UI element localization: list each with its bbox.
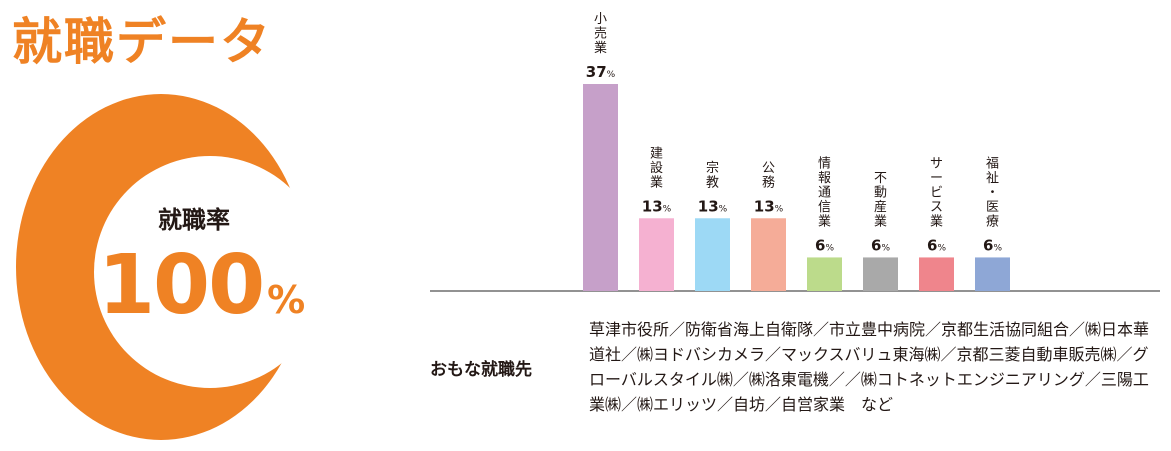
data-label-2: 13% bbox=[698, 197, 728, 215]
donut-hole bbox=[94, 156, 326, 388]
category-label-2: 宗教 bbox=[706, 160, 719, 191]
bar-4 bbox=[807, 257, 842, 291]
data-label-3: 13% bbox=[754, 197, 784, 215]
data-label-6: 6% bbox=[927, 236, 946, 254]
data-label-5: 6% bbox=[871, 236, 890, 254]
category-label-0: 小売業 bbox=[594, 12, 607, 56]
category-label-1: 建設業 bbox=[650, 146, 663, 190]
employment-rate-unit: % bbox=[267, 278, 306, 322]
page-title: 就職データ bbox=[12, 13, 272, 71]
bar-5 bbox=[863, 257, 898, 291]
bar-1 bbox=[639, 218, 674, 291]
employment-rate-donut bbox=[16, 94, 326, 440]
bar-2 bbox=[695, 218, 730, 291]
employment-rate-value: 100% bbox=[98, 238, 305, 333]
bar-0 bbox=[583, 84, 618, 291]
bar-7 bbox=[975, 257, 1010, 291]
data-label-4: 6% bbox=[815, 236, 834, 254]
category-label-3: 公務 bbox=[762, 161, 775, 191]
category-label-5: 不動産業 bbox=[874, 171, 887, 230]
employment-rate-number: 100 bbox=[98, 238, 265, 333]
employment-rate-label: 就職率 bbox=[158, 206, 230, 234]
employers-list: 草津市役所／防衛省海上自衛隊／市立豊中病院／京都生活協同組合／㈱日本華道社／㈱ヨ… bbox=[589, 320, 1150, 414]
bar-3 bbox=[751, 218, 786, 291]
category-label-6: サービス業 bbox=[930, 156, 943, 229]
data-label-7: 6% bbox=[983, 236, 1002, 254]
data-label-1: 13% bbox=[642, 197, 672, 215]
bar-6 bbox=[919, 257, 954, 291]
data-label-0: 37% bbox=[586, 63, 616, 81]
employers-label: おもな就職先 bbox=[430, 360, 532, 380]
category-label-7: 福祉・医療 bbox=[986, 156, 999, 229]
industry-bar-chart: 37% 小売業 13% 建設業 13% 宗教 13% 公務 6% 情報通信業 6% 不動産業 6% サービ… bbox=[430, 12, 1160, 292]
category-label-4: 情報通信業 bbox=[818, 156, 831, 229]
